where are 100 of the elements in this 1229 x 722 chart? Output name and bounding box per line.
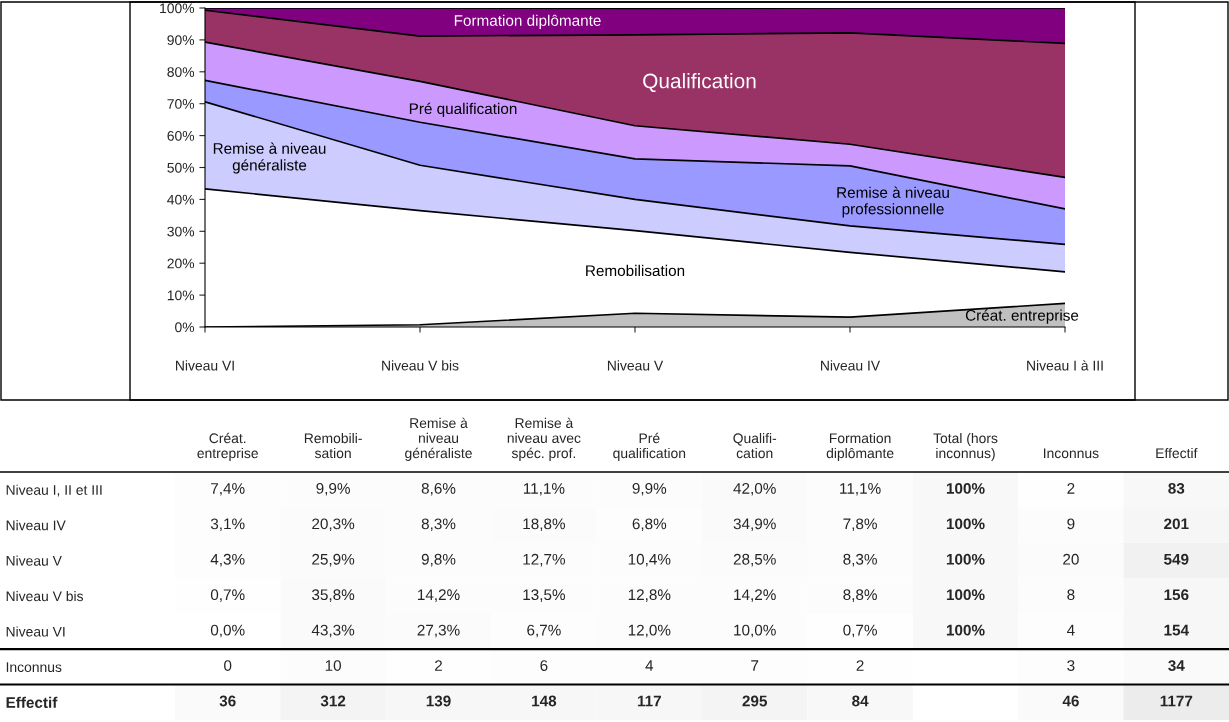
data-label: 549 [1164,553,1189,565]
data-label: 4,3% [210,553,245,567]
data-label: 12,8% [628,589,671,602]
y-tick-label: 90% [167,35,195,46]
series-label: Créat. entreprise [965,309,1079,324]
data-label: 11,1% [523,483,565,496]
x-tick-label: Inconnus [1044,448,1099,459]
data-label: 295 [742,695,768,707]
y-tick-label: Niveau V [6,555,62,566]
x-tick-label: Remise à niveau avec spéc. prof. [507,417,581,461]
data-label: 34 [1168,660,1185,671]
data-label: 10 [325,660,341,671]
y-tick-label: 100% [160,3,195,14]
data-label: 9,8% [421,553,456,567]
data-label: 18,8% [523,518,566,532]
data-label: 3,1% [210,518,245,532]
data-label: 20 [1063,553,1079,565]
data-label: 10,4% [628,553,671,567]
series-label: Remobilisation [586,264,685,277]
data-label: 12,0% [628,624,671,638]
data-label: 7,8% [843,518,877,532]
y-tick-label: 30% [167,226,195,237]
y-tick-label: 50% [167,162,195,173]
data-label: 12,7% [523,553,566,567]
y-tick-label: Niveau VI [6,626,65,637]
data-label: 0,0% [210,624,245,638]
data-label: 11,1% [840,483,881,496]
x-tick-label: Niveau IV [821,360,881,371]
y-tick-label: 0% [175,322,195,333]
data-label: 4 [645,660,654,671]
data-label: 8,8% [843,589,877,602]
x-tick-label: Qualifi- cation [733,432,777,459]
data-label: 8,6% [421,483,456,496]
data-label: 0,7% [210,589,245,602]
x-tick-label: Total (hors inconnus) [933,432,998,461]
data-label: 20,3% [312,518,355,532]
y-tick-label: Niveau I, II et III [6,484,102,497]
data-label: 148 [532,695,557,707]
data-label: 9,9% [316,483,350,496]
data-label: 9 [1067,518,1075,530]
data-label: 7 [751,660,759,671]
y-tick-label: 20% [167,258,195,269]
x-tick-label: Créat. entreprise [197,432,258,461]
data-label: 0 [224,660,232,671]
data-label: 154 [1164,624,1189,636]
data-label: 13,5% [523,589,566,602]
y-tick-label: Effectif [6,696,58,708]
data-label: 156 [1164,589,1189,601]
y-tick-label: 60% [167,130,195,141]
data-label: 84 [852,695,869,707]
x-tick-label: Remobili- sation [304,432,362,459]
data-label: 2 [435,660,442,671]
x-tick-label: Remise à niveau généraliste [405,417,472,461]
data-label: 3 [1067,660,1075,671]
data-label: 8,3% [421,518,456,532]
series-label: Formation diplômante [454,14,601,29]
data-label: 2 [856,660,864,671]
x-tick-label: Pré qualification [613,432,686,461]
series-label: Qualification [643,73,756,93]
data-label: 312 [320,695,346,707]
data-label: 0,7% [843,624,877,638]
data-label: 43,3% [311,624,355,638]
data-label: 100% [946,589,985,601]
data-label: 100% [946,553,985,565]
data-label: 1177 [1160,695,1193,707]
data-label: 117 [637,695,661,707]
data-label: 36 [219,695,236,707]
data-label: 4 [1067,624,1075,636]
data-label: 8,3% [843,553,877,567]
data-label: 2 [1067,483,1075,494]
x-tick-label: Niveau I à III [1027,360,1103,371]
y-tick-label: Niveau IV [6,520,66,531]
data-label: 201 [1164,518,1189,530]
data-label: 9,9% [632,483,667,496]
data-label: 42,0% [733,483,776,496]
series-label: Remise à niveau professionnelle [837,186,949,218]
data-label: 83 [1168,483,1185,494]
data-label: 25,9% [312,553,355,567]
y-tick-label: Inconnus [6,662,62,673]
data-label: 34,9% [733,518,776,532]
data-label: 7,4% [211,483,245,496]
data-label: 10,0% [734,624,776,638]
x-tick-label: Effectif [1156,447,1198,459]
y-tick-label: 80% [167,67,195,77]
data-label: 46 [1062,695,1079,707]
data-label: 28,5% [733,553,776,567]
y-tick-label: Niveau V bis [6,590,84,602]
data-label: 35,8% [312,589,355,602]
y-tick-label: 40% [167,194,195,205]
x-tick-label: Niveau V [607,360,664,371]
x-tick-label: Niveau VI [176,360,234,371]
data-label: 100% [946,483,985,494]
data-label: 8 [1067,589,1075,601]
data-label: 14,2% [418,589,460,602]
y-tick-label: 70% [167,99,195,109]
data-label: 6,8% [632,518,667,532]
x-tick-label: Niveau V bis [382,360,459,371]
data-label: 6,7% [527,624,561,638]
x-tick-label: Formation diplômante [826,432,894,461]
data-label: 6 [540,660,548,671]
